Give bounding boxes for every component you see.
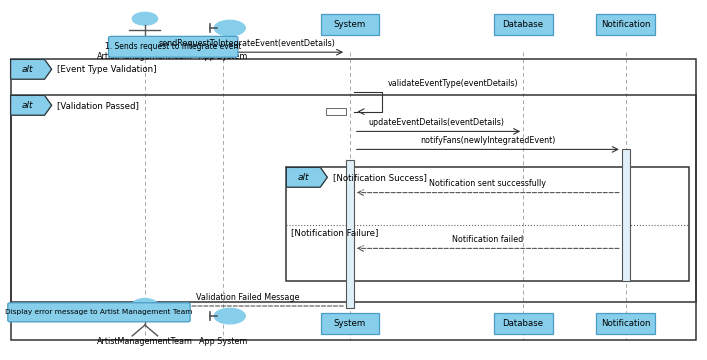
Text: System: System bbox=[334, 319, 366, 328]
Polygon shape bbox=[286, 167, 327, 187]
Text: Display error message to Artist Management Team: Display error message to Artist Manageme… bbox=[5, 309, 193, 315]
Circle shape bbox=[132, 12, 158, 25]
FancyBboxPatch shape bbox=[8, 303, 190, 322]
Text: [Notification Failure]: [Notification Failure] bbox=[291, 229, 378, 238]
Text: [Event Type Validation]: [Event Type Validation] bbox=[57, 65, 157, 74]
Text: Notification: Notification bbox=[601, 21, 650, 30]
FancyBboxPatch shape bbox=[622, 149, 630, 281]
Text: validateEventType(eventDetails): validateEventType(eventDetails) bbox=[387, 79, 518, 88]
FancyBboxPatch shape bbox=[597, 14, 655, 35]
Text: alt: alt bbox=[22, 65, 33, 74]
Text: 1. Sends request to integrate event: 1. Sends request to integrate event bbox=[105, 42, 241, 51]
FancyBboxPatch shape bbox=[321, 313, 379, 334]
Text: Database: Database bbox=[503, 319, 544, 328]
Text: notifyFans(newlyIntegratedEvent): notifyFans(newlyIntegratedEvent) bbox=[420, 136, 556, 145]
Text: [Validation Passed]: [Validation Passed] bbox=[57, 101, 139, 110]
Text: [Notification Success]: [Notification Success] bbox=[333, 173, 427, 182]
FancyBboxPatch shape bbox=[109, 36, 238, 57]
FancyBboxPatch shape bbox=[493, 313, 553, 334]
Circle shape bbox=[214, 308, 245, 324]
Text: System: System bbox=[334, 21, 366, 30]
Text: Database: Database bbox=[503, 21, 544, 30]
Text: updateEventDetails(eventDetails): updateEventDetails(eventDetails) bbox=[368, 118, 505, 127]
FancyBboxPatch shape bbox=[493, 14, 553, 35]
FancyBboxPatch shape bbox=[346, 160, 354, 308]
FancyBboxPatch shape bbox=[321, 14, 379, 35]
Text: Notification: Notification bbox=[601, 319, 650, 328]
Text: Notification sent successfully: Notification sent successfully bbox=[429, 179, 547, 188]
Text: alt: alt bbox=[22, 101, 33, 110]
Text: App System: App System bbox=[199, 337, 247, 346]
Text: Notification failed: Notification failed bbox=[452, 235, 523, 244]
Polygon shape bbox=[11, 59, 52, 79]
Text: App System: App System bbox=[199, 52, 247, 61]
Text: Validation Failed Message: Validation Failed Message bbox=[196, 293, 299, 302]
Text: ArtistManagementTeam: ArtistManagementTeam bbox=[97, 52, 193, 61]
Text: alt: alt bbox=[298, 173, 309, 182]
Text: sendRequestToIntegrateEvent(eventDetails): sendRequestToIntegrateEvent(eventDetails… bbox=[159, 39, 336, 48]
Text: [Validation Failed]: [Validation Failed] bbox=[15, 306, 92, 315]
Text: ArtistManagementTeam: ArtistManagementTeam bbox=[97, 337, 193, 346]
Circle shape bbox=[132, 298, 158, 311]
Polygon shape bbox=[11, 95, 52, 115]
Circle shape bbox=[214, 20, 245, 36]
FancyBboxPatch shape bbox=[597, 313, 655, 334]
FancyBboxPatch shape bbox=[326, 108, 346, 115]
